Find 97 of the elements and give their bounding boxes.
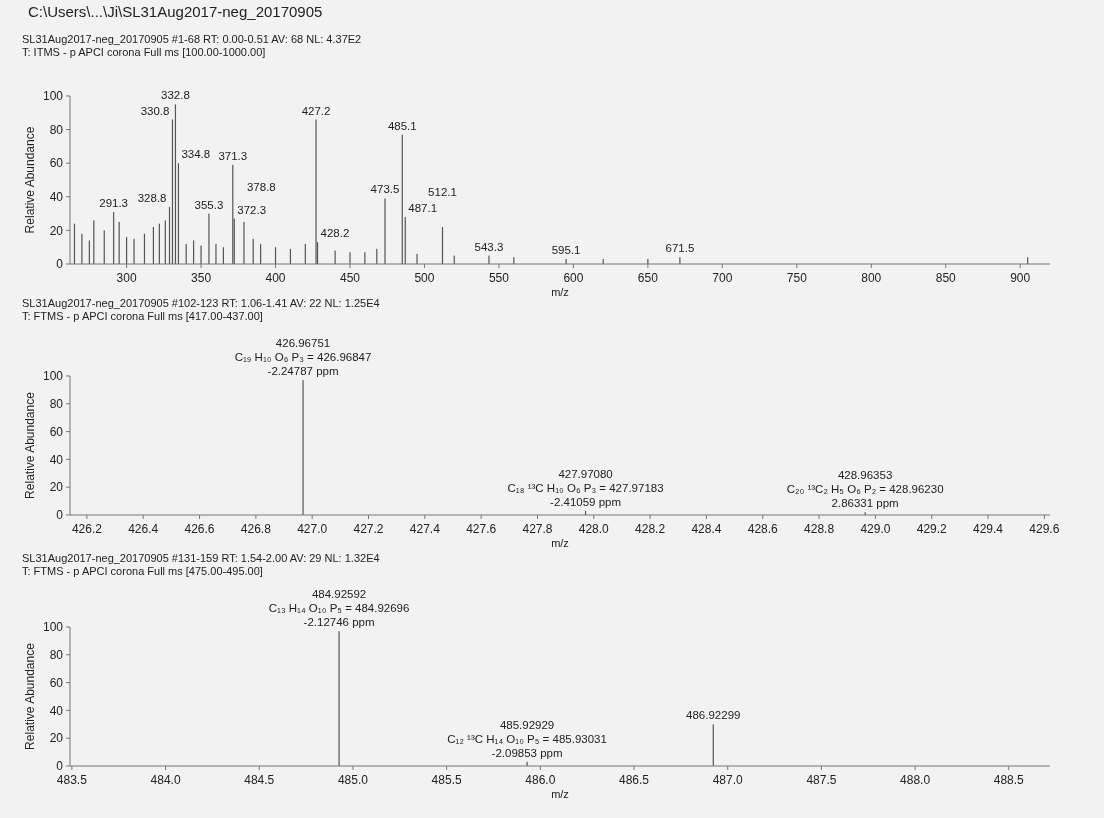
- chart-subtitle: T: ITMS - p APCI corona Full ms [100.00-1000.00]: [22, 46, 266, 58]
- x-tick-label: 488.5: [993, 773, 1025, 787]
- y-tick-label: 0: [56, 257, 64, 272]
- x-tick-label: 429.2: [916, 522, 948, 536]
- x-tick-label: 428.6: [747, 522, 779, 536]
- x-tick-label: 428.2: [635, 522, 666, 536]
- x-tick-label: 488.0: [900, 773, 931, 787]
- x-tick-label: 428.0: [578, 522, 610, 536]
- y-tick-label: 20: [49, 731, 64, 746]
- y-tick-label: 80: [49, 397, 64, 411]
- annotation: 428.2: [320, 227, 350, 240]
- x-tick-label: 427.6: [466, 522, 497, 536]
- chart-subtitle: T: FTMS - p APCI corona Full ms [475.00-495.00]: [22, 565, 263, 577]
- chart-title: SL31Aug2017-neg_20170905 #131-159 RT: 1.54-2.00 AV: 29 NL: 1.32E4: [22, 552, 380, 564]
- x-tick-label: 450: [339, 271, 361, 285]
- x-axis-title: m/z: [551, 286, 569, 298]
- annotation: 595.1: [551, 243, 581, 256]
- y-tick-label: 0: [56, 759, 64, 774]
- annotation: 484.92592 C₁₃ H₁₄ O₁₀ P₅ = 484.92696 -2.12746 ppm: [268, 588, 410, 629]
- x-tick-label: 350: [191, 271, 212, 285]
- annotation: 291.3: [99, 196, 129, 209]
- annotation: 330.8: [140, 104, 170, 117]
- x-tick-label: 428.8: [804, 522, 835, 536]
- annotation: 355.3: [194, 198, 224, 211]
- x-tick-label: 486.0: [525, 773, 556, 787]
- x-tick-label: 426.4: [128, 522, 159, 536]
- annotation: 372.3: [237, 203, 267, 216]
- annotation: 427.97080 C₁₈ ¹³C H₁₀ O₆ P₃ = 427.97183 -2.41059 ppm: [507, 467, 664, 508]
- annotation: 485.1: [387, 119, 417, 132]
- annotation: 371.3: [218, 149, 248, 162]
- x-tick-label: 900: [1010, 271, 1031, 285]
- x-tick-label: 429.6: [1029, 522, 1060, 536]
- y-tick-label: 40: [49, 703, 64, 718]
- x-tick-label: 427.2: [353, 522, 384, 536]
- annotation: 485.92929 C₁₂ ¹³C H₁₄ O₁₀ P₅ = 485.93031 -2.09853 ppm: [447, 718, 607, 759]
- x-tick-label: 850: [935, 271, 957, 285]
- x-tick-label: 300: [116, 271, 137, 285]
- y-tick-label: 60: [49, 424, 64, 439]
- text: C:\Users\...\Ji\SL31Aug2017-neg_20170905: [28, 3, 323, 20]
- x-tick-label: 485.5: [431, 773, 462, 787]
- annotation: 332.8: [161, 89, 190, 102]
- x-tick-label: 426.2: [71, 522, 103, 536]
- x-tick-label: 427.4: [409, 522, 441, 536]
- y-tick-label: 80: [49, 122, 64, 137]
- chart-title: SL31Aug2017-neg_20170905 #102-123 RT: 1.06-1.41 AV: 22 NL: 1.25E4: [22, 297, 380, 309]
- x-tick-label: 428.4: [691, 522, 722, 536]
- x-tick-label: 750: [786, 271, 808, 285]
- x-tick-label: 600: [563, 271, 584, 285]
- y-tick-label: 100: [42, 369, 64, 384]
- y-tick-label: 100: [42, 89, 64, 104]
- x-tick-label: 400: [265, 271, 286, 285]
- y-tick-label: 60: [49, 675, 64, 690]
- x-tick-label: 484.5: [244, 773, 275, 787]
- annotation: 487.1: [408, 201, 438, 214]
- x-tick-label: 483.5: [56, 773, 88, 787]
- x-tick-label: 487.0: [712, 773, 744, 787]
- x-tick-label: 484.0: [150, 773, 181, 787]
- x-tick-label: 500: [414, 271, 435, 285]
- annotation: 427.2: [301, 104, 331, 117]
- y-axis-title: Relative Abundance: [23, 642, 37, 750]
- y-tick-label: 60: [49, 156, 64, 171]
- x-tick-label: 800: [861, 271, 882, 285]
- x-tick-label: 486.5: [619, 773, 650, 787]
- x-axis-title: m/z: [551, 537, 569, 549]
- y-tick-label: 0: [56, 508, 64, 523]
- x-tick-label: 427.0: [297, 522, 328, 536]
- x-tick-label: 429.0: [860, 522, 891, 536]
- y-axis-title: Relative Abundance: [23, 391, 37, 499]
- x-tick-label: 550: [488, 271, 510, 285]
- x-axis-title: m/z: [551, 788, 569, 800]
- annotation: 486.92299: [686, 709, 741, 722]
- x-tick-label: 485.0: [337, 773, 369, 787]
- x-tick-label: 426.8: [240, 522, 272, 536]
- x-tick-label: 487.5: [806, 773, 837, 787]
- annotation: 328.8: [137, 191, 167, 204]
- annotation: 378.8: [246, 181, 276, 193]
- x-tick-label: 650: [637, 271, 659, 285]
- y-tick-label: 80: [49, 648, 64, 662]
- y-tick-label: 20: [49, 480, 64, 495]
- x-tick-label: 429.4: [973, 522, 1004, 536]
- annotation: 426.96751 C₁₉ H₁₀ O₆ P₃ = 426.96847 -2.24787 ppm: [234, 337, 372, 378]
- x-tick-label: 426.6: [184, 522, 215, 536]
- annotation: 473.5: [370, 183, 400, 196]
- annotation: 671.5: [665, 242, 695, 255]
- annotation: 543.3: [474, 240, 504, 253]
- annotation: 512.1: [428, 186, 457, 199]
- annotation: 428.96353 C₂₀ ¹³C₂ H₅ O₆ P₂ = 428.96230 2.86331 ppm: [786, 469, 944, 510]
- y-tick-label: 20: [49, 223, 64, 238]
- y-tick-label: 40: [49, 190, 64, 204]
- chart-subtitle: T: FTMS - p APCI corona Full ms [417.00-437.00]: [22, 310, 263, 322]
- y-tick-label: 40: [49, 452, 64, 467]
- y-axis-title: Relative Abundance: [23, 126, 37, 234]
- y-tick-label: 100: [42, 620, 64, 635]
- chart-title: SL31Aug2017-neg_20170905 #1-68 RT: 0.00-0.51 AV: 68 NL: 4.37E2: [22, 33, 362, 45]
- x-tick-label: 700: [712, 271, 733, 285]
- x-tick-label: 427.8: [522, 522, 553, 536]
- annotation: 334.8: [181, 148, 211, 161]
